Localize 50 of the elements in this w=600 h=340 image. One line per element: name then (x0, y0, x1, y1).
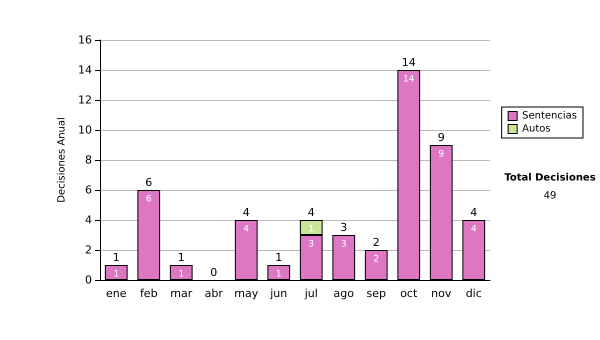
legend-label: Sentencias (522, 110, 578, 122)
data-label: 3 (340, 240, 347, 250)
data-label: 4 (470, 224, 477, 234)
data-label: 9 (438, 150, 444, 160)
text: Total Decisiones (504, 172, 596, 184)
x-tick-label: nov (431, 287, 452, 300)
total-label: 1 (178, 251, 185, 264)
x-tick-label: abr (204, 287, 224, 300)
data-label: 1 (276, 270, 282, 280)
text: 49 (544, 190, 556, 202)
y-tick-label: 2 (85, 244, 92, 256)
y-tick-label: 14 (78, 64, 92, 76)
x-tick-label: jun (269, 287, 288, 300)
x-tick-label: oct (400, 287, 418, 300)
data-label: 1 (113, 270, 120, 280)
x-tick-label: feb (140, 287, 158, 300)
y-tick-label: 12 (78, 94, 92, 106)
total-label: 3 (340, 221, 348, 234)
x-tick-label: ago (334, 287, 354, 300)
x-tick-label: dic (466, 287, 482, 300)
data-label: 2 (373, 254, 380, 264)
data-label: 1 (308, 224, 314, 234)
total-label: 1 (112, 251, 120, 264)
total-label: 4 (470, 206, 478, 219)
data-label: 3 (308, 240, 314, 250)
y-tick-label: 6 (85, 184, 92, 196)
data-label: 4 (243, 224, 250, 234)
x-tick-label: sep (366, 287, 386, 300)
total-label: 14 (402, 56, 416, 69)
y-tick-label: 10 (78, 124, 92, 136)
x-tick-label: jul (304, 287, 318, 300)
total-label: 4 (242, 206, 250, 219)
total-label: 2 (372, 236, 380, 249)
y-tick-label: 16 (78, 34, 92, 46)
y-tick-label: 0 (85, 274, 92, 286)
x-tick-label: may (234, 287, 259, 300)
x-tick-label: mar (170, 287, 193, 300)
total-label: 0 (210, 266, 218, 279)
data-label: 14 (403, 74, 415, 84)
x-tick-label: ene (106, 287, 127, 300)
data-label: 1 (178, 270, 184, 280)
y-tick-label: 8 (85, 154, 92, 166)
total-label: 1 (275, 251, 282, 264)
y-axis-title: Decisiones Anual (56, 117, 68, 203)
total-label: 6 (145, 176, 152, 189)
total-label: 4 (308, 206, 315, 219)
y-tick-label: 4 (85, 214, 92, 226)
data-label: 6 (146, 194, 152, 204)
legend-label: Autos (522, 124, 551, 134)
total-label: 9 (438, 131, 445, 144)
